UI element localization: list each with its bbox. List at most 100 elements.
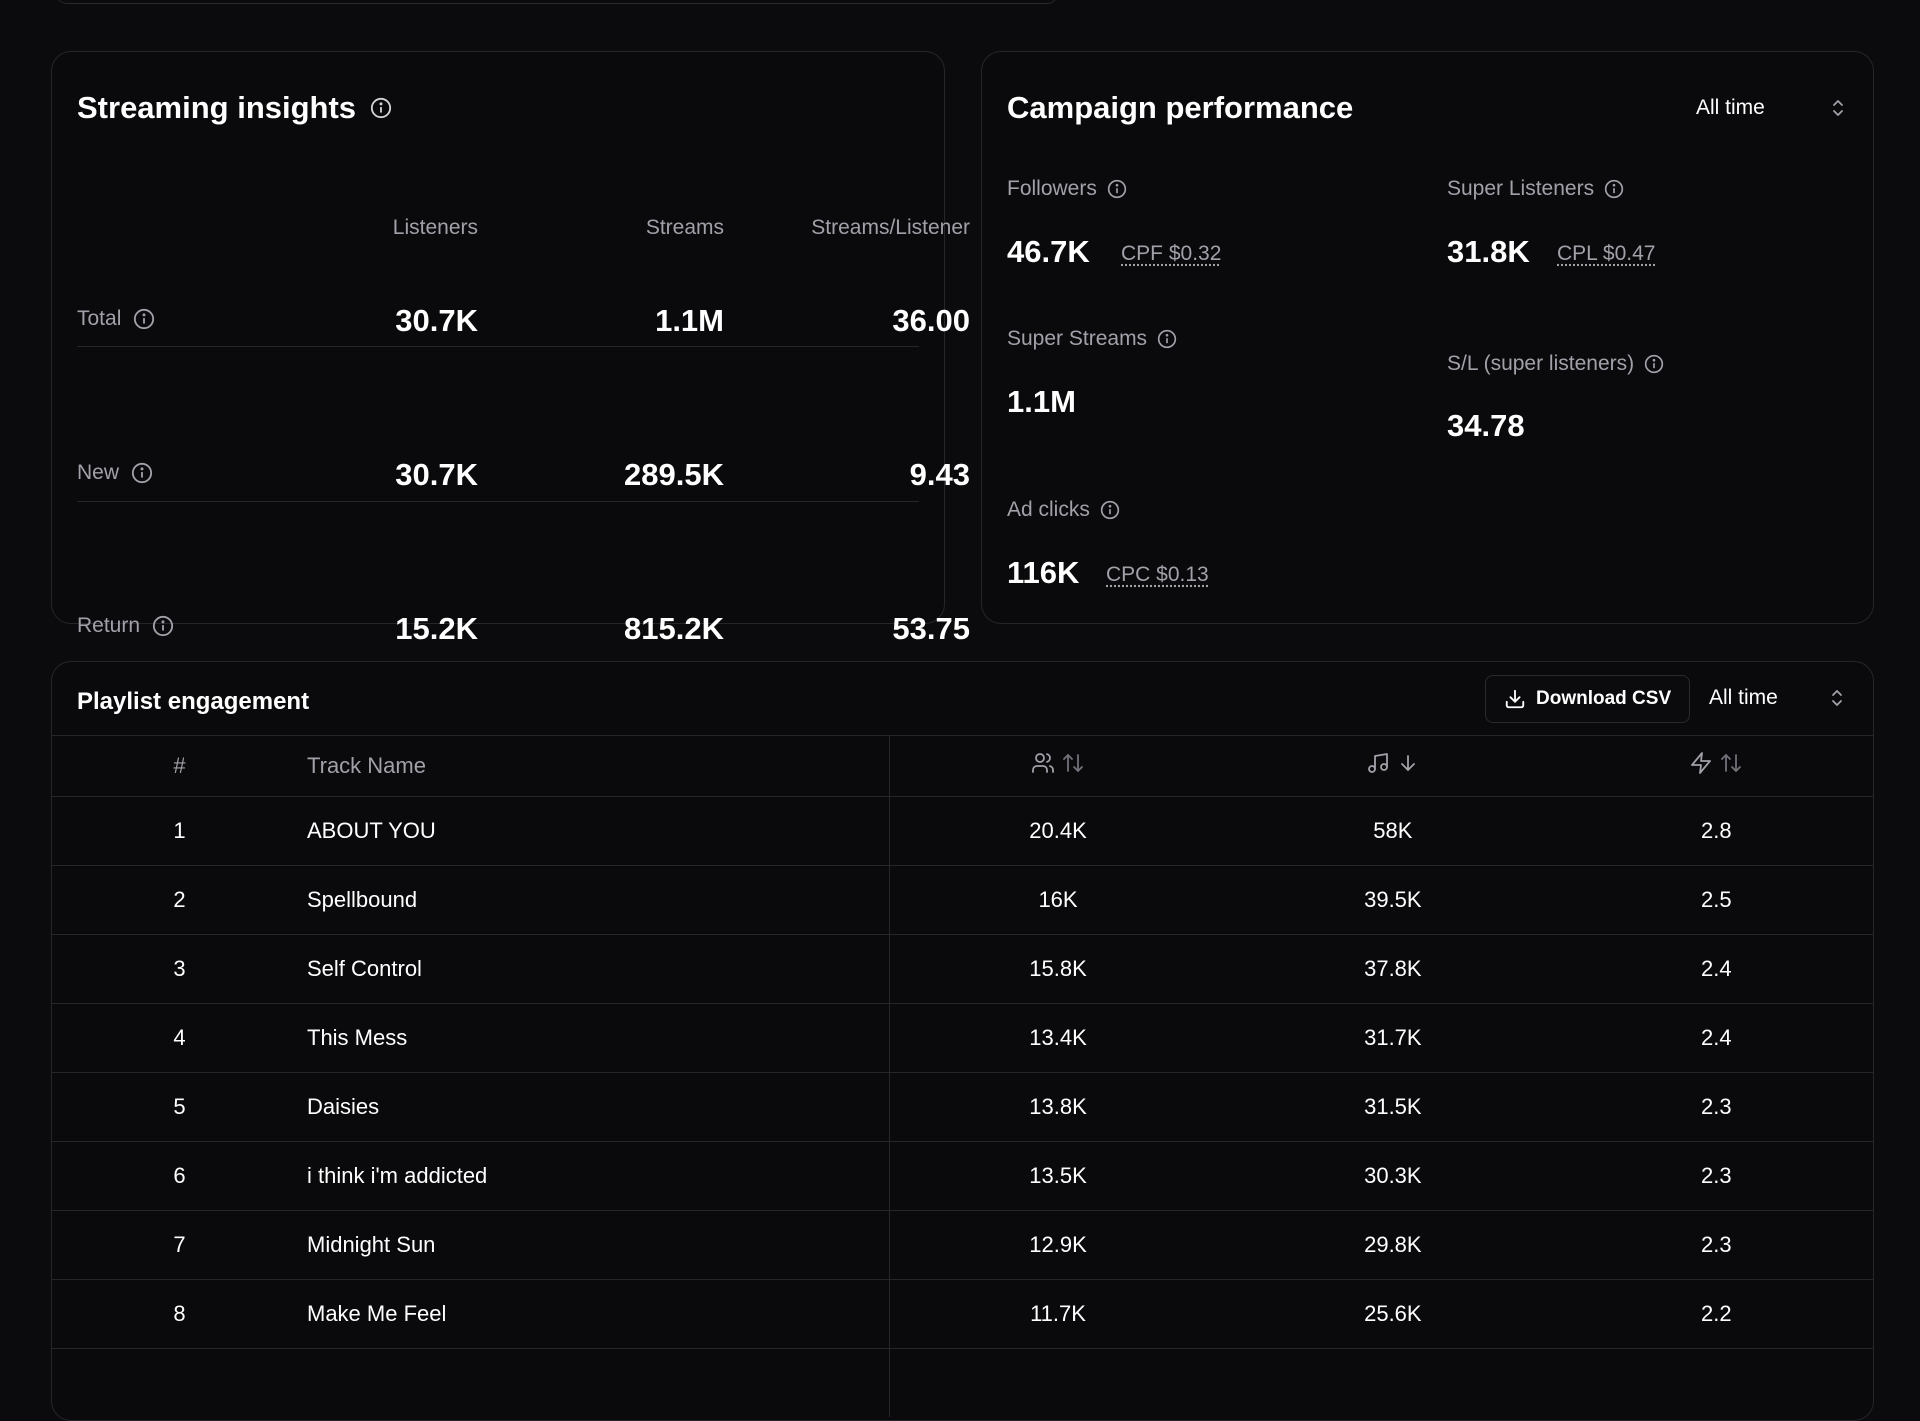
info-icon[interactable] <box>133 308 155 330</box>
super-streams-label-text: Super Streams <box>1007 327 1148 350</box>
ad-clicks-cost[interactable]: CPC $0.13 <box>1106 563 1209 586</box>
chevrons-up-down-icon <box>1829 687 1845 709</box>
column-header-number: # <box>52 735 307 797</box>
track-name: Spellbound <box>307 865 890 935</box>
listeners-cell: 11.7K <box>889 1279 1227 1349</box>
super-streams-label: Super Streams <box>1007 327 1177 351</box>
info-icon[interactable] <box>1604 179 1624 199</box>
listeners-cell: 13.5K <box>889 1141 1227 1211</box>
ad-clicks-value: 116K <box>1007 555 1080 590</box>
column-header-track-name: Track Name <box>307 735 890 797</box>
column-header-listeners[interactable] <box>889 735 1227 797</box>
streams-cell: 37.8K <box>1226 934 1560 1004</box>
playlist-table: # Track Name <box>52 735 1873 1417</box>
listeners-cell: 20.4K <box>889 796 1227 866</box>
track-name <box>307 1348 890 1417</box>
row-number <box>52 1348 307 1417</box>
ratio-cell: 2.4 <box>1559 1003 1873 1073</box>
track-name: ABOUT YOU <box>307 796 890 866</box>
table-row[interactable]: 2 Spellbound 16K 39.5K 2.5 <box>52 865 1873 935</box>
info-icon[interactable] <box>1157 329 1177 349</box>
row-label-text: Total <box>77 307 122 330</box>
new-streams-value: 289.5K <box>624 457 724 492</box>
streams-cell: 29.8K <box>1226 1210 1560 1280</box>
info-icon[interactable] <box>152 615 174 637</box>
streaming-insights-title: Streaming insights <box>77 90 392 126</box>
info-icon[interactable] <box>131 462 153 484</box>
download-csv-button[interactable]: Download CSV <box>1485 675 1691 723</box>
ratio-cell: 2.3 <box>1559 1210 1873 1280</box>
streams-cell: 39.5K <box>1226 865 1560 935</box>
table-row[interactable]: 6 i think i'm addicted 13.5K 30.3K 2.3 <box>52 1141 1873 1211</box>
return-ratio-value: 53.75 <box>892 611 970 646</box>
sort-icon[interactable] <box>1061 751 1085 775</box>
column-header-listeners: Listeners <box>392 216 478 239</box>
ad-clicks-label: Ad clicks <box>1007 498 1120 522</box>
ratio-cell: 2.3 <box>1559 1072 1873 1142</box>
top-search-bar[interactable] <box>56 0 1058 4</box>
column-header-ratio[interactable] <box>1559 735 1873 797</box>
new-listeners-value: 30.7K <box>395 457 478 492</box>
ratio-cell: 2.8 <box>1559 796 1873 866</box>
table-row[interactable]: 7 Midnight Sun 12.9K 29.8K 2.3 <box>52 1210 1873 1280</box>
return-streams-value: 815.2K <box>624 611 724 646</box>
download-icon <box>1505 689 1525 709</box>
ratio-cell: 2.4 <box>1559 934 1873 1004</box>
row-number: 2 <box>52 865 307 935</box>
total-ratio-value: 36.00 <box>892 303 970 338</box>
campaign-range-select[interactable]: All time <box>1696 96 1846 120</box>
users-icon <box>1032 753 1054 773</box>
column-header-streams: Streams <box>645 216 724 239</box>
row-label-return: Return <box>77 614 174 638</box>
table-row[interactable]: 1 ABOUT YOU 20.4K 58K 2.8 <box>52 796 1873 866</box>
table-row[interactable]: 4 This Mess 13.4K 31.7K 2.4 <box>52 1003 1873 1073</box>
arrow-down-icon[interactable] <box>1396 751 1420 775</box>
info-icon[interactable] <box>1644 354 1664 374</box>
playlist-range-select[interactable]: All time <box>1709 686 1845 710</box>
super-listeners-cost[interactable]: CPL $0.47 <box>1557 242 1656 265</box>
sl-ratio-value: 34.78 <box>1447 408 1525 443</box>
row-number: 8 <box>52 1279 307 1349</box>
table-row[interactable] <box>52 1348 1873 1417</box>
sl-ratio-label: S/L (super listeners) <box>1447 352 1664 376</box>
total-streams-value: 1.1M <box>655 303 724 338</box>
track-name: This Mess <box>307 1003 890 1073</box>
ratio-cell: 2.3 <box>1559 1141 1873 1211</box>
ratio-cell: 2.5 <box>1559 865 1873 935</box>
column-header-streams[interactable] <box>1226 735 1560 797</box>
listeners-cell <box>889 1348 1227 1417</box>
row-number: 3 <box>52 934 307 1004</box>
super-listeners-value: 31.8K <box>1447 234 1530 269</box>
streams-cell <box>1226 1348 1560 1417</box>
row-label-total: Total <box>77 307 155 331</box>
lightning-icon <box>1691 752 1712 774</box>
table-header-row: # Track Name <box>52 735 1873 797</box>
super-listeners-label-text: Super Listeners <box>1447 177 1595 200</box>
track-name: Self Control <box>307 934 890 1004</box>
info-icon[interactable] <box>1100 500 1120 520</box>
table-row[interactable]: 3 Self Control 15.8K 37.8K 2.4 <box>52 934 1873 1004</box>
info-icon[interactable] <box>370 97 392 119</box>
chevrons-up-down-icon <box>1830 97 1846 119</box>
listeners-cell: 12.9K <box>889 1210 1227 1280</box>
track-name: Make Me Feel <box>307 1279 890 1349</box>
listeners-cell: 15.8K <box>889 934 1227 1004</box>
info-icon[interactable] <box>1107 179 1127 199</box>
sort-icon[interactable] <box>1719 751 1743 775</box>
table-row[interactable]: 8 Make Me Feel 11.7K 25.6K 2.2 <box>52 1279 1873 1349</box>
new-ratio-value: 9.43 <box>909 457 970 492</box>
followers-cost[interactable]: CPF $0.32 <box>1121 242 1222 265</box>
campaign-performance-title: Campaign performance <box>1007 90 1354 125</box>
campaign-performance-card: Campaign performance All time Followers … <box>981 51 1874 624</box>
ratio-cell <box>1559 1348 1873 1417</box>
followers-label-text: Followers <box>1007 177 1097 200</box>
super-listeners-label: Super Listeners <box>1447 177 1624 201</box>
table-row[interactable]: 5 Daisies 13.8K 31.5K 2.3 <box>52 1072 1873 1142</box>
campaign-range-value: All time <box>1696 96 1765 119</box>
streams-cell: 31.5K <box>1226 1072 1560 1142</box>
sl-ratio-label-text: S/L (super listeners) <box>1447 352 1635 375</box>
row-label-text: Return <box>77 614 141 637</box>
music-note-icon <box>1367 753 1388 773</box>
row-number: 4 <box>52 1003 307 1073</box>
row-divider <box>77 346 919 347</box>
